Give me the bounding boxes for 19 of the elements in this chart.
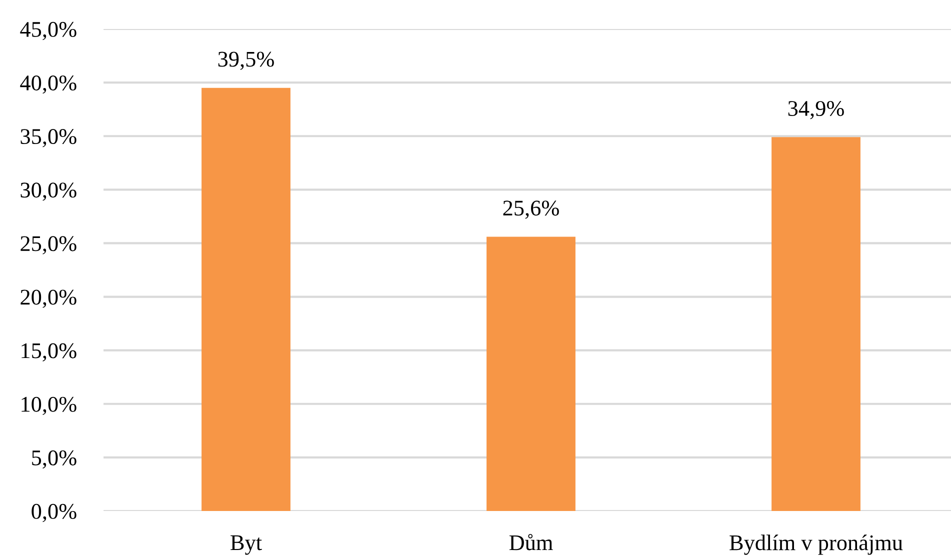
y-tick-label: 0,0% xyxy=(32,504,76,522)
y-tick-label: 35,0% xyxy=(20,129,76,148)
y-tick-label: 5,0% xyxy=(32,450,76,469)
y-tick-label: 30,0% xyxy=(20,182,76,201)
data-label: 34,9% xyxy=(788,101,844,120)
bar xyxy=(202,88,290,511)
y-tick-label: 10,0% xyxy=(22,396,76,416)
y-tick-label: 40,0% xyxy=(20,75,76,94)
y-tick-label: 15,0% xyxy=(22,343,76,362)
y-tick-label: 25,0% xyxy=(20,236,76,254)
x-tick-label: Bydlím v pronájmu xyxy=(730,534,903,555)
x-tick-label: Byt xyxy=(230,535,262,555)
bar xyxy=(486,236,576,511)
x-tick-label: Dům xyxy=(509,534,553,550)
y-tick-label: 45,0% xyxy=(20,22,76,40)
y-tick-label: 20,0% xyxy=(20,290,76,308)
bar xyxy=(772,137,860,511)
data-label: 39,5% xyxy=(218,52,274,70)
data-label: 25,6% xyxy=(503,200,559,219)
